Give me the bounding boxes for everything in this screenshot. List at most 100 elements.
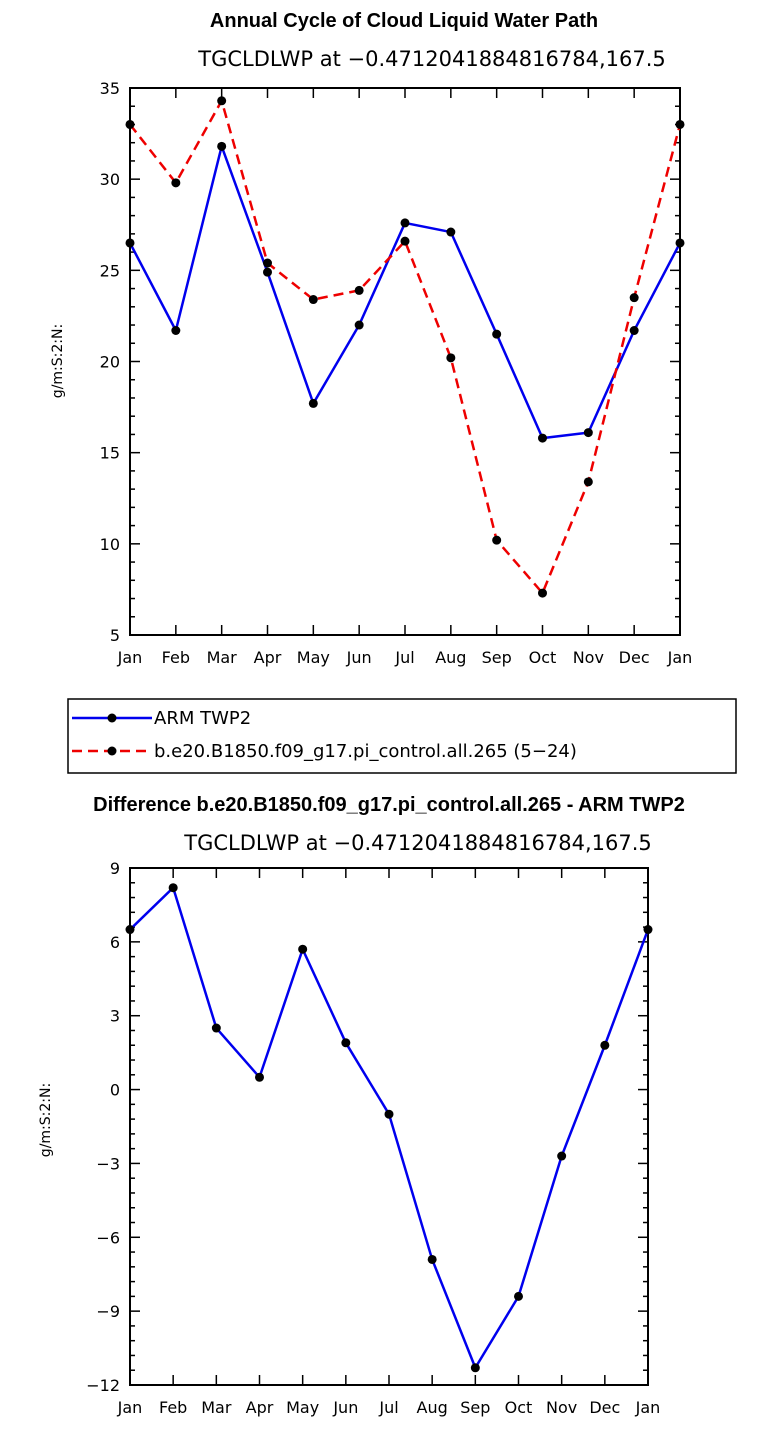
- chart1-series-0-point: [354, 320, 364, 330]
- chart1-series-0-point: [171, 326, 181, 336]
- chart2-series-0-point: [255, 1072, 264, 1082]
- chart1-series-1-point: [400, 236, 410, 246]
- chart2-series-0-point: [341, 1038, 351, 1048]
- chart2-title: Difference b.e20.B1850.f09_g17.pi_contro…: [93, 794, 685, 816]
- chart2-ytick-label: 3: [110, 1007, 120, 1026]
- chart1-series-0-point: [583, 428, 593, 438]
- chart1-xtick-label: Mar: [207, 648, 238, 667]
- chart1-series-0-point: [263, 267, 272, 277]
- chart1-series-0-point: [308, 398, 318, 408]
- chart1-series-1-point: [675, 119, 685, 129]
- legend-label-arm: ARM TWP2: [154, 708, 251, 729]
- chart2-xtick-label: Jun: [332, 1398, 358, 1417]
- chart1-series-1-point: [171, 178, 181, 188]
- chart1-series-0-point: [492, 329, 502, 339]
- chart1-series-1-line: [129, 99, 682, 595]
- chart1-frame: [129, 87, 681, 636]
- chart1-series-1-point: [538, 588, 547, 598]
- chart1-xtick-label: Jul: [394, 648, 414, 667]
- chart2-ytick-label: −6: [96, 1228, 120, 1247]
- chart1-series-0-point: [538, 433, 547, 443]
- chart1-ytick-label: 15: [100, 444, 120, 463]
- chart1-ytick-label: 10: [100, 535, 120, 554]
- chart1-series-1-point: [217, 96, 227, 106]
- chart2-xtick-label: Jul: [378, 1398, 398, 1417]
- chart1-xtick-label: Jan: [667, 648, 693, 667]
- chart1-xtick-label: May: [297, 648, 330, 667]
- chart2-ytick-label: −3: [96, 1154, 120, 1173]
- chart2-xtick-label: Feb: [159, 1398, 187, 1417]
- chart1-xtick-label: Sep: [482, 648, 512, 667]
- chart1-title: Annual Cycle of Cloud Liquid Water Path: [210, 10, 598, 32]
- chart1-ytick-label: 25: [100, 261, 120, 280]
- chart2-frame: [129, 867, 649, 1386]
- chart2-xtick-label: Dec: [589, 1398, 620, 1417]
- chart1-series-0-point: [446, 227, 456, 237]
- chart2-xtick-label: Mar: [201, 1398, 232, 1417]
- chart1-series-1-point: [354, 285, 364, 295]
- chart2-series-0-line: [129, 886, 650, 1370]
- chart2-plot: −12 −9 −6 −3 0 3 6 9 Jan Feb Mar Apr May Jun Jul Aug Sep…: [86, 859, 660, 1417]
- chart2-xtick-label: May: [286, 1398, 319, 1417]
- chart1-series-0-point: [400, 218, 410, 228]
- chart1-ytick-label: 35: [100, 79, 120, 98]
- chart1-series-1-point: [492, 535, 502, 545]
- chart1-series-1-point: [125, 119, 135, 129]
- chart1-series-1-point: [629, 293, 639, 303]
- chart1-xtick-label: Apr: [254, 648, 282, 667]
- chart2-xtick-label: Aug: [417, 1398, 448, 1417]
- chart1-xtick-label: Jan: [117, 648, 143, 667]
- chart2-series-0-point: [211, 1023, 221, 1033]
- legend-marker-arm: [107, 713, 117, 723]
- chart1-xtick-label: Oct: [529, 648, 557, 667]
- chart2-xtick-label: Sep: [460, 1398, 490, 1417]
- chart2-series-0-point: [384, 1109, 394, 1119]
- chart2-xtick-label: Apr: [246, 1398, 274, 1417]
- legend: ARM TWP2 b.e20.B1850.f09_g17.pi_control.…: [67, 698, 737, 774]
- chart2-series-0-point: [168, 883, 178, 893]
- chart2-xtick-label: Nov: [546, 1398, 577, 1417]
- chart2-series-0-point: [427, 1254, 437, 1264]
- chart2-series-0-point: [514, 1291, 523, 1301]
- chart1-series-0-line: [128, 145, 682, 440]
- chart2-series-0-point: [643, 925, 653, 935]
- chart2-ytick-label: 9: [110, 859, 120, 878]
- chart2-subtitle: TGCLDLWP at −0.4712041884816784,167.5: [183, 831, 652, 855]
- chart2-ytick-label: −9: [96, 1302, 120, 1321]
- chart2-xtick-label: Jan: [635, 1398, 661, 1417]
- chart1-ytick-label: 20: [100, 353, 120, 372]
- chart1-series-1-point: [583, 477, 593, 487]
- chart2-series-0-point: [557, 1151, 567, 1161]
- chart1-series-1-point: [263, 258, 272, 268]
- chart1-xtick-label: Nov: [573, 648, 604, 667]
- chart2-series-0-point: [470, 1363, 480, 1373]
- chart1-xtick-label: Aug: [435, 648, 466, 667]
- legend-marker-model: [107, 746, 117, 756]
- chart1-plot: 5 10 15 20 25 30 35 Jan Feb Mar Apr May Jun Jul Aug Sep…: [100, 79, 693, 667]
- legend-box: [67, 698, 737, 774]
- chart2-ytick-label: −12: [86, 1376, 120, 1395]
- chart1-subtitle: TGCLDLWP at −0.4712041884816784,167.5: [197, 47, 666, 71]
- chart1-series-0-point: [675, 238, 685, 248]
- chart2-series-0-point: [600, 1040, 610, 1050]
- chart1-series-0-point: [217, 141, 227, 151]
- legend-label-model: b.e20.B1850.f09_g17.pi_control.all.265 (…: [154, 741, 577, 762]
- chart2-xtick-label: Oct: [505, 1398, 533, 1417]
- chart1-series-1-point: [308, 295, 318, 305]
- chart2-xtick-label: Jan: [117, 1398, 143, 1417]
- chart1-xtick-label: Feb: [162, 648, 190, 667]
- chart2-ytick-label: 6: [110, 933, 120, 952]
- chart1-ytick-label: 5: [110, 626, 120, 645]
- chart1-ylabel: g/m:S:2:N:: [50, 324, 66, 398]
- chart2-series-0-point: [125, 925, 135, 935]
- chart1-series-0-point: [629, 326, 639, 336]
- chart1-xtick-label: Jun: [346, 648, 372, 667]
- chart2-ylabel: g/m:S:2:N:: [38, 1083, 54, 1157]
- chart1-xtick-label: Dec: [619, 648, 650, 667]
- chart2-ytick-label: 0: [110, 1081, 120, 1100]
- chart1-series-1-point: [446, 353, 456, 363]
- chart2-series-0-point: [298, 944, 308, 954]
- chart1-series-0-point: [125, 238, 135, 248]
- chart1-ytick-label: 30: [100, 170, 120, 189]
